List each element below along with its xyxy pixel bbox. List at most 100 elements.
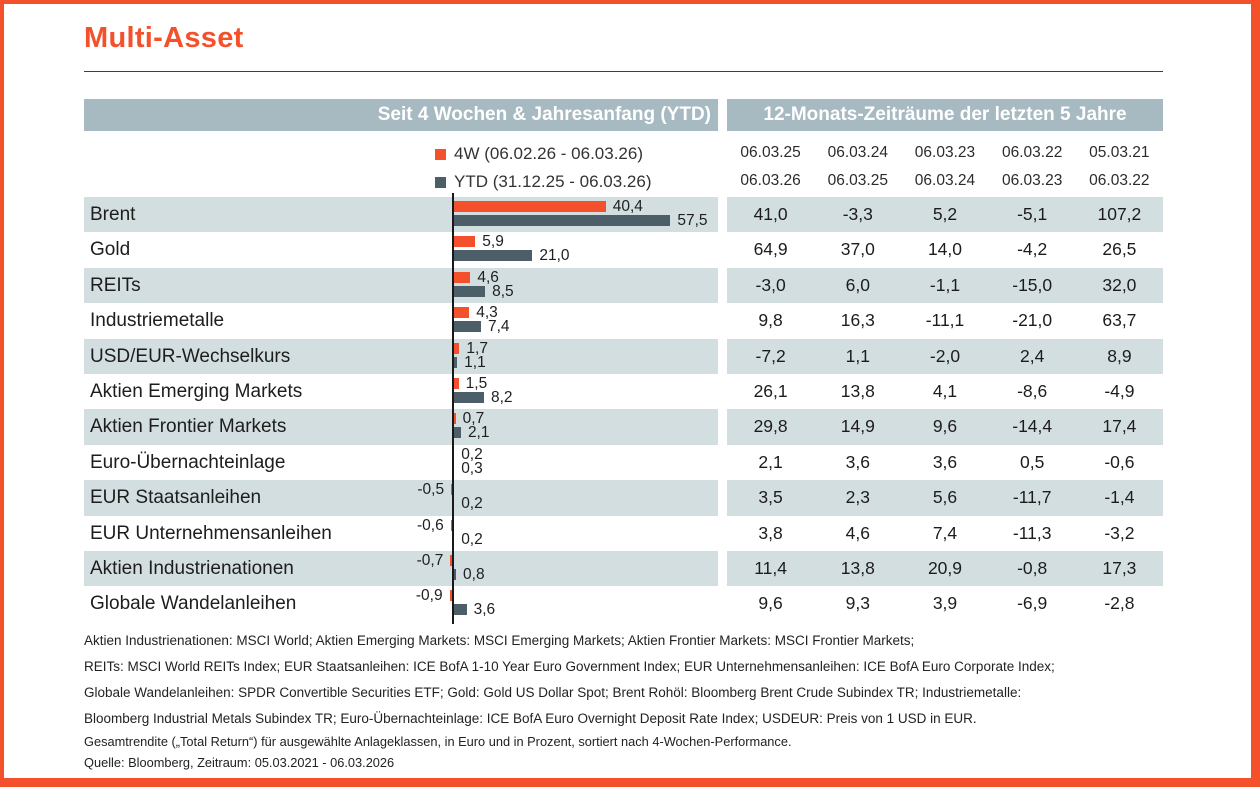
bar-4w: [449, 590, 453, 602]
returns-cells: -7,2 1,1 -2,0 2,4 8,9: [727, 339, 1163, 374]
bar-ytd: [453, 250, 533, 262]
row-stripe-right: [727, 267, 1163, 304]
bar-4w-value: -0,7: [416, 552, 444, 570]
returns-cells: 26,1 13,8 4,1 -8,6 -4,9: [727, 374, 1163, 409]
return-value: -2,0: [929, 345, 961, 366]
period-end-date: 06.03.24: [914, 172, 976, 189]
return-value: 16,3: [840, 310, 875, 331]
row-stripe-right: [727, 551, 1163, 587]
bar-ytd-value: 57,5: [677, 212, 708, 229]
index-footnote-line: Globale Wandelanleihen: SPDR Convertible…: [84, 685, 1022, 700]
index-footnotes: Aktien Industrienationen: MSCI World; Ak…: [84, 628, 1163, 732]
asset-row: Globale Wandelanleihen -0,9 3,6 9,6 9,3 3,9 -6…: [84, 586, 1163, 621]
returns-cells: 41,0 -3,3 5,2 -5,1 107,2: [727, 197, 1163, 232]
legend-item-ytd: YTD (31.12.25 - 06.03.26): [435, 168, 652, 196]
return-value: -2,8: [1104, 593, 1135, 614]
asset-label: Globale Wandelanleihen: [90, 593, 297, 615]
return-value: 14,9: [840, 416, 875, 437]
asset-rows: Brent 40,4 57,5 41,0 -3,3 5,2 -5,1 107,2 Gold 5,9…: [84, 197, 1163, 622]
return-value: -6,9: [1017, 593, 1048, 614]
return-value: 3,5: [758, 487, 783, 508]
return-value: 37,0: [840, 239, 875, 260]
return-value: 2,3: [845, 487, 870, 508]
legend: 4W (06.02.26 - 06.03.26) YTD (31.12.25 -…: [435, 140, 652, 196]
bar-ytd-value: 8,5: [492, 282, 514, 300]
return-value: 13,8: [840, 381, 875, 402]
return-value: -11,1: [925, 310, 965, 331]
bar-ytd: [453, 604, 467, 616]
page-title: Multi-Asset: [84, 22, 244, 54]
return-value: -15,0: [1012, 274, 1053, 295]
asset-row: Aktien Industrienationen -0,7 0,8 11,4 13,8 2…: [84, 551, 1163, 587]
asset-row: Aktien Emerging Markets 1,5 8,2 26,1 13,8 4,1…: [84, 374, 1163, 409]
return-value: 9,3: [845, 593, 870, 614]
return-value: 0,5: [1020, 451, 1045, 472]
return-value: 20,9: [927, 558, 963, 579]
return-value: 17,3: [1102, 558, 1137, 579]
source-note-line: Quelle: Bloomberg, Zeitraum: 05.03.2021 …: [84, 755, 395, 770]
period-end-date: 06.03.22: [1089, 172, 1150, 189]
asset-row: EUR Staatsanleihen -0,5 0,2 3,5 2,3 5,6 -11,7 -…: [84, 480, 1163, 516]
bar-4w-value: 4,3: [476, 304, 498, 322]
return-value: 7,4: [932, 522, 958, 543]
return-value: -0,8: [1017, 558, 1048, 579]
bar-4w-value: -0,6: [417, 516, 444, 534]
row-stripe-right: [727, 197, 1163, 233]
bar-4w-value: 5,9: [482, 233, 504, 251]
bar-4w: [453, 201, 606, 212]
return-value: 13,8: [840, 558, 875, 579]
returns-cells: 3,5 2,3 5,6 -11,7 -1,4: [727, 480, 1163, 515]
bar-ytd-value: 8,2: [490, 389, 513, 407]
legend-item-4w: 4W (06.02.26 - 06.03.26): [435, 140, 652, 168]
row-stripe-left: [84, 338, 718, 375]
asset-row: Brent 40,4 57,5 41,0 -3,3 5,2 -5,1 107,2: [84, 197, 1163, 233]
return-value: 2,1: [758, 451, 783, 472]
returns-cells: 11,4 13,8 20,9 -0,8 17,3: [727, 551, 1163, 586]
returns-cells: 2,1 3,6 3,6 0,5 -0,6: [727, 445, 1163, 480]
return-value: 3,9: [932, 593, 958, 614]
return-value: -8,6: [1017, 381, 1048, 402]
index-footnote-line: REITs: MSCI World REITs Index; EUR Staat…: [84, 659, 1055, 674]
legend-ytd-label: YTD (31.12.25 - 06.03.26): [454, 172, 652, 191]
returns-cells: -3,0 6,0 -1,1 -15,0 32,0: [727, 268, 1163, 303]
bar-ytd: [453, 569, 457, 581]
period-date-headers: 06.03.25 06.03.24 06.03.23 06.03.22 05.03.21…: [727, 139, 1163, 195]
return-value: -0,6: [1104, 451, 1135, 472]
asset-row: REITs 4,6 8,5 -3,0 6,0 -1,1 -15,0 32,0: [84, 267, 1163, 304]
returns-cells: 29,8 14,9 9,6 -14,4 17,4: [727, 409, 1163, 444]
bar-4w-value: 1,7: [466, 339, 488, 357]
bar-4w: [450, 519, 453, 531]
legend-ytd-swatch-icon: [435, 176, 446, 188]
return-value: 6,0: [845, 274, 870, 295]
return-value: 63,7: [1102, 310, 1137, 331]
return-value: -3,2: [1104, 522, 1135, 543]
index-footnote-line: Aktien Industrienationen: MSCI World; Ak…: [84, 633, 915, 648]
period-start-date: 06.03.22: [1001, 144, 1063, 161]
return-value: 5,6: [932, 487, 958, 508]
return-value: -3,0: [755, 274, 786, 295]
source-note-line: Gesamtrendite („Total Return“) für ausge…: [84, 734, 792, 749]
period-start-date: 06.03.25: [740, 144, 801, 161]
bar-ytd-value: 3,6: [473, 601, 496, 619]
legend-4w-swatch-icon: [435, 148, 446, 160]
row-stripe-right: [727, 409, 1163, 445]
bar-4w-value: 1,5: [465, 375, 488, 393]
return-value: 32,0: [1102, 274, 1137, 295]
bar-4w: [453, 448, 455, 460]
period-end-date: 06.03.26: [740, 172, 801, 189]
row-stripe-right: [727, 338, 1163, 375]
bar-ytd: [453, 462, 455, 474]
bar-ytd-value: 0,2: [461, 495, 483, 513]
period-start-date: 06.03.23: [914, 144, 976, 161]
return-value: 9,6: [758, 593, 783, 614]
bar-4w: [453, 307, 470, 319]
return-value: 26,5: [1102, 239, 1137, 260]
return-value: 8,9: [1107, 345, 1132, 366]
return-value: -11,3: [1012, 522, 1052, 543]
returns-cells: 3,8 4,6 7,4 -11,3 -3,2: [727, 516, 1163, 551]
bar-ytd: [453, 427, 461, 439]
returns-cells: 64,9 37,0 14,0 -4,2 26,5: [727, 232, 1163, 267]
row-stripe-left: [84, 409, 718, 445]
legend-4w-label: 4W (06.02.26 - 06.03.26): [454, 144, 644, 163]
bar-4w: [453, 378, 459, 390]
